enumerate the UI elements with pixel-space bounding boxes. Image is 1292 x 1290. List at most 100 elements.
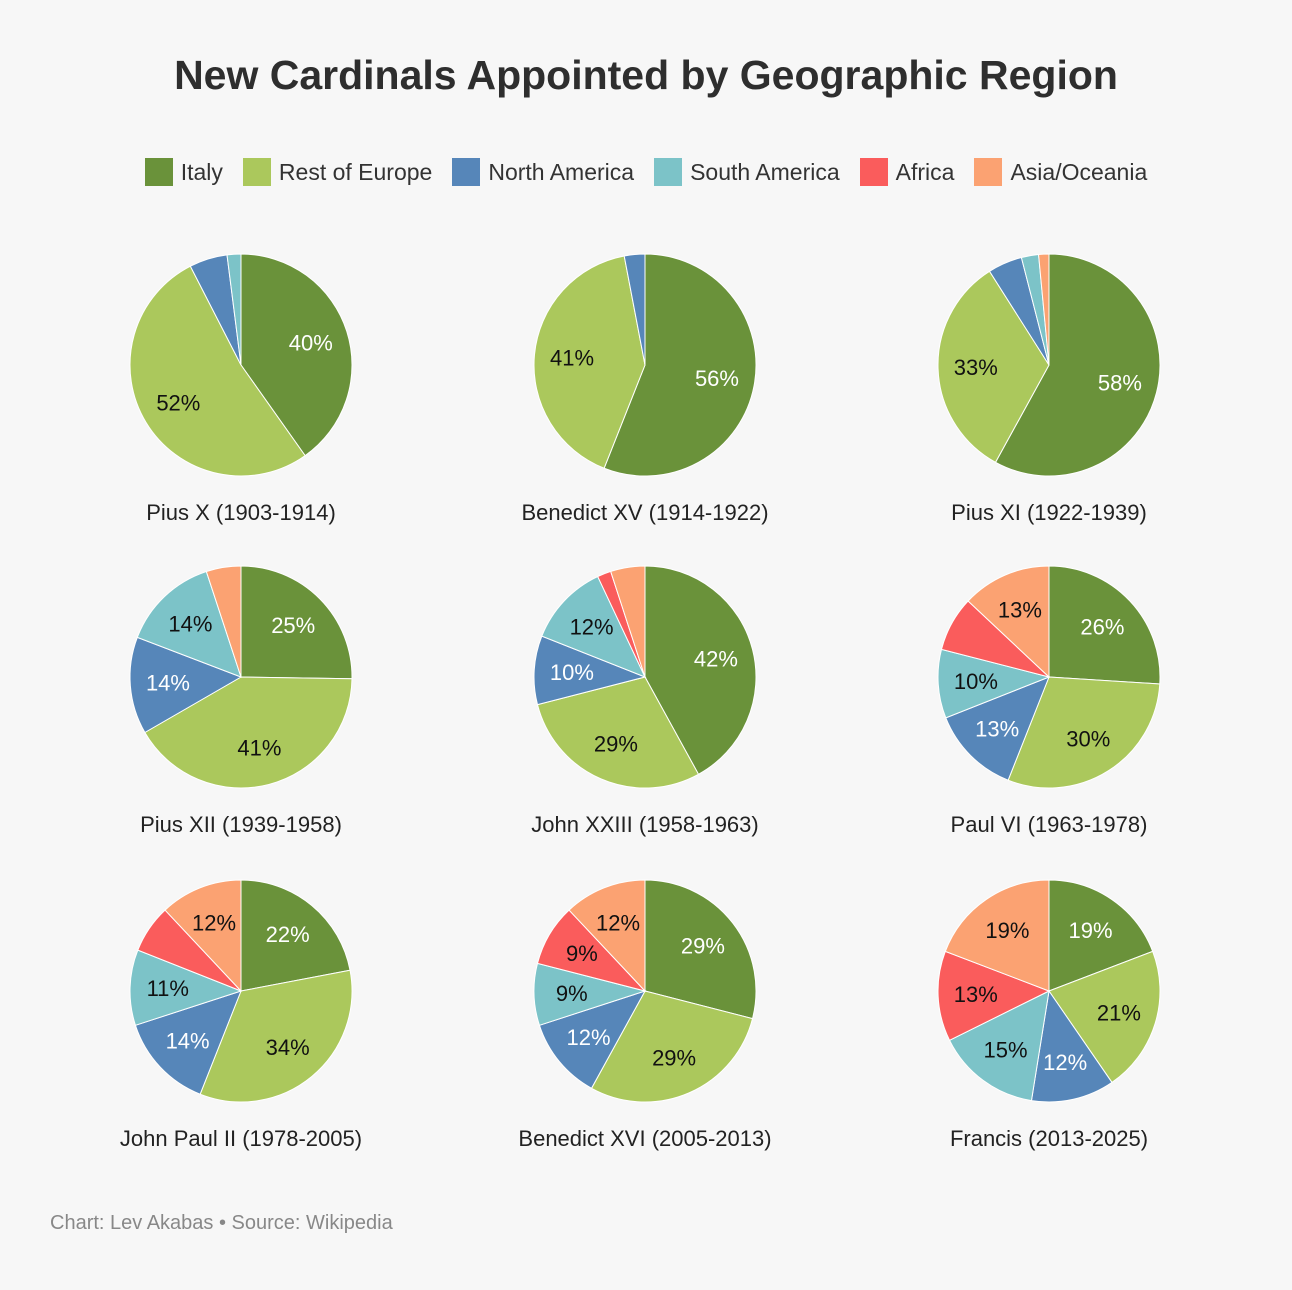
pie-slice-rest-of-europe — [590, 990, 754, 1103]
pie-title: Pius X (1903-1914) — [146, 500, 336, 525]
legend-item: North America — [452, 158, 634, 186]
pie-data-label: 14% — [168, 611, 212, 636]
pie-data-label: 13% — [998, 597, 1042, 622]
pie-chart: 29% 29% 12% 9% 9% 12% Benedict XVI (2005-2013) — [518, 879, 772, 1151]
legend-label: Rest of Europe — [278, 158, 433, 185]
legend-swatch — [242, 158, 271, 186]
legend-swatch — [144, 158, 173, 186]
pie-title: Benedict XV (1914-1922) — [521, 500, 768, 525]
pie-data-label: 41% — [237, 735, 281, 760]
pie-slice-rest-of-europe — [937, 270, 1050, 463]
chart-title: New Cardinals Appointed by Geographic Re… — [174, 52, 1118, 98]
pie-data-label: 9% — [566, 941, 598, 966]
legend-label: Asia/Oceania — [1010, 158, 1148, 185]
pie-slice-africa — [937, 950, 1051, 1041]
pie-slice-italy — [1048, 879, 1154, 992]
pie-slice-italy — [240, 253, 353, 457]
pie-slice-italy — [644, 565, 757, 775]
pie-chart: 19% 21% 12% 15% 13% 19% Francis (2013-2025) — [937, 879, 1161, 1151]
legend-label: North America — [488, 158, 635, 185]
pie-title: John Paul II (1978-2005) — [120, 1126, 362, 1151]
pie-data-label: 13% — [975, 716, 1019, 741]
pie-slice-south-america — [541, 575, 646, 678]
pie-slice-asia-oceania — [164, 879, 242, 993]
pie-chart: 58% 33% Pius XI (1922-1939) — [937, 253, 1161, 525]
legend-label: Italy — [180, 158, 223, 185]
pie-slice-asia-oceania — [610, 565, 646, 678]
pie-chart: 25% 41% 14% 14% Pius XII (1939-1958) — [129, 565, 353, 837]
pie-slice-south-america — [129, 949, 243, 1026]
pie-data-label: 15% — [984, 1037, 1028, 1062]
pie-title: Paul VI (1963-1978) — [951, 812, 1148, 837]
pie-title: John XXIII (1958-1963) — [531, 812, 758, 837]
pie-chart: 40% 52% Pius X (1903-1914) — [129, 253, 353, 525]
pie-slice-south-america — [948, 990, 1050, 1102]
pie-title: Pius XII (1939-1958) — [140, 812, 342, 837]
legend-swatch — [859, 158, 888, 186]
pie-data-label: 10% — [550, 660, 594, 685]
pie-slice-rest-of-europe — [533, 255, 646, 469]
pie-data-label: 12% — [1043, 1050, 1087, 1075]
pie-slice-north-america — [129, 636, 243, 734]
pie-slice-italy — [644, 879, 757, 1020]
pie-slice-north-america — [1030, 989, 1113, 1103]
chart-footer: Chart: Lev Akabas • Source: Wikipedia — [50, 1212, 393, 1234]
pie-slice-rest-of-europe — [536, 676, 700, 789]
pie-slice-rest-of-europe — [144, 676, 353, 789]
pie-data-label: 33% — [954, 355, 998, 380]
pie-title: Pius XI (1922-1939) — [951, 500, 1147, 525]
pie-slice-asia-oceania — [944, 879, 1050, 992]
pie-data-label: 13% — [954, 982, 998, 1007]
pie-data-label: 19% — [1069, 918, 1113, 943]
pie-data-label: 29% — [594, 732, 638, 757]
legend-item: Rest of Europe — [242, 158, 433, 186]
pie-title: Francis (2013-2025) — [950, 1126, 1148, 1151]
pie-slice-rest-of-europe — [129, 265, 306, 477]
legend-item: Italy — [144, 158, 223, 186]
legend-label: South America — [690, 158, 840, 185]
pie-data-label: 9% — [556, 981, 588, 1006]
pie-slice-italy — [603, 253, 757, 477]
pie-chart: 26% 30% 13% 10% 13% Paul VI (1963-1978) — [937, 565, 1161, 837]
pie-data-label: 11% — [147, 976, 189, 1001]
pie-data-label: 34% — [266, 1035, 310, 1060]
pie-data-label: 14% — [166, 1029, 210, 1054]
pie-data-label: 30% — [1066, 726, 1110, 751]
pie-data-label: 19% — [985, 918, 1029, 943]
pie-slice-north-america — [538, 990, 647, 1089]
pie-data-label: 26% — [1080, 614, 1124, 639]
pie-chart: 22% 34% 14% 11% 12% John Paul II (1978-2005) — [120, 879, 362, 1151]
legend-item: Asia/Oceania — [974, 158, 1147, 186]
pie-data-label: 29% — [681, 934, 725, 959]
pie-slice-south-america — [136, 570, 242, 678]
pie-slice-asia-oceania — [967, 565, 1050, 679]
pie-data-label: 12% — [192, 910, 236, 935]
pie-slice-asia-oceania — [568, 879, 646, 993]
legend-swatch — [974, 158, 1003, 186]
pie-slice-italy — [240, 565, 353, 680]
pie-chart: 56% 41% Benedict XV (1914-1922) — [521, 253, 769, 525]
pie-slice-north-america — [623, 253, 646, 366]
pie-data-label: 56% — [695, 366, 739, 391]
pie-data-label: 58% — [1098, 371, 1142, 396]
pie-data-label: 14% — [146, 670, 190, 695]
legend-item: South America — [654, 158, 840, 186]
pie-slice-italy — [994, 253, 1161, 477]
pie-data-label: 52% — [156, 390, 200, 415]
pie-slice-north-america — [945, 676, 1050, 781]
pie-data-label: 12% — [570, 614, 614, 639]
pie-chart: 42% 29% 10% 12% John XXIII (1958-1963) — [531, 565, 759, 837]
pie-data-label: 41% — [550, 346, 594, 371]
legend-item: Africa — [859, 158, 955, 186]
pie-data-label: 29% — [652, 1046, 696, 1071]
legend-label: Africa — [895, 158, 955, 185]
pie-data-label: 10% — [954, 669, 998, 694]
pie-title: Benedict XVI (2005-2013) — [518, 1126, 771, 1151]
pie-data-label: 12% — [567, 1025, 611, 1050]
pie-data-label: 12% — [596, 910, 640, 935]
pie-slice-asia-oceania — [205, 565, 242, 678]
pie-data-label: 25% — [271, 613, 315, 638]
legend: Italy Rest of Europe North America South Am… — [0, 158, 1292, 186]
pie-data-label: 21% — [1097, 1000, 1141, 1025]
